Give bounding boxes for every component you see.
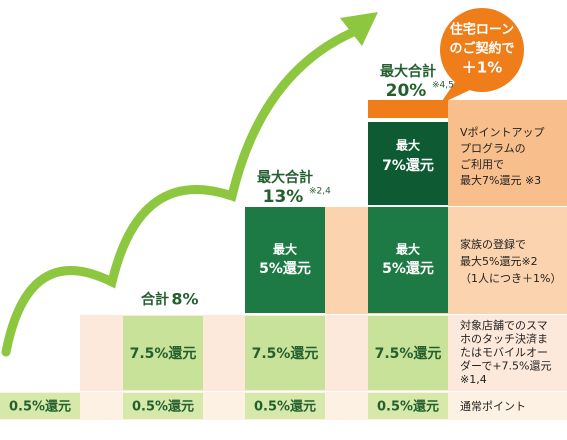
description-touch: ホのタッチ決済ま: [460, 332, 548, 346]
description-family: 最大5%還元※2: [460, 254, 538, 268]
touch-cell: [245, 316, 325, 390]
base-label: 0.5%還元: [254, 399, 316, 415]
touch-cell: [123, 316, 203, 390]
heading: 最大合計: [257, 169, 313, 186]
vpoint-band: [448, 100, 567, 206]
total: 8%: [171, 290, 198, 309]
touch-label: 7.5%還元: [375, 345, 442, 362]
family-label: 5%還元: [382, 260, 434, 277]
growth-arrow: [1, 25, 363, 357]
top-cell: [368, 100, 448, 118]
base-label: 0.5%還元: [9, 399, 71, 415]
bubble-text: 住宅ローン: [450, 22, 514, 38]
note: ※4,5: [432, 81, 454, 91]
description-touch: 対象店舗でのスマ: [460, 318, 548, 332]
arrow-head: [340, 12, 378, 46]
family-cell: [368, 207, 448, 313]
vpoint-top: 最大: [396, 138, 420, 153]
description-family: 家族の登録で: [460, 237, 526, 251]
base-label: 0.5%還元: [132, 399, 194, 415]
base-cell: [368, 393, 448, 419]
vpoint-label: 7%還元: [382, 157, 434, 174]
touch-cell: [368, 316, 448, 390]
description-vpoint: Vポイントアップ: [460, 126, 545, 139]
description-vpoint: プログラムの: [460, 141, 526, 155]
heading: 合計: [141, 291, 169, 308]
family-top: 最大: [273, 242, 297, 257]
base-cell: [245, 393, 325, 419]
base-cell: [0, 393, 80, 419]
bubble-tail: [440, 82, 470, 104]
vpoint-cell: [368, 122, 448, 205]
bubble-text: ＋1%: [462, 59, 502, 77]
base-cell: [123, 393, 203, 419]
family-top: 最大: [396, 242, 420, 257]
description-touch: たはモバイルオー: [460, 346, 548, 359]
description-family: （1人につき＋1%）: [460, 272, 561, 285]
description-touch: ※1,4: [460, 373, 487, 386]
total: 13%: [263, 187, 304, 207]
touch-label: 7.5%還元: [130, 345, 197, 362]
family-label: 5%還元: [259, 260, 311, 277]
note: ※2,4: [309, 187, 331, 197]
heading: 最大合計: [380, 63, 436, 80]
description-vpoint: ご利用で: [460, 157, 504, 171]
base-label: 0.5%還元: [377, 399, 439, 415]
description-touch: ダーで+7.5%還元: [460, 359, 552, 373]
description-vpoint: 最大7%還元 ※3: [460, 173, 541, 187]
description-base: 通常ポイント: [460, 400, 526, 413]
total: 20%: [386, 81, 427, 101]
touch-label: 7.5%還元: [252, 345, 319, 362]
family-cell: [245, 207, 325, 313]
bubble: [440, 8, 524, 92]
bubble-text: のご契約で: [449, 41, 514, 57]
